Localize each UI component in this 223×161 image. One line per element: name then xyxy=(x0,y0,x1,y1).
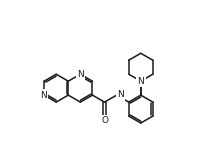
Text: O: O xyxy=(101,116,108,125)
Text: N: N xyxy=(77,70,84,79)
Text: N: N xyxy=(137,77,144,86)
Text: N: N xyxy=(40,91,47,100)
Text: N: N xyxy=(117,90,124,99)
Text: N: N xyxy=(137,77,144,86)
